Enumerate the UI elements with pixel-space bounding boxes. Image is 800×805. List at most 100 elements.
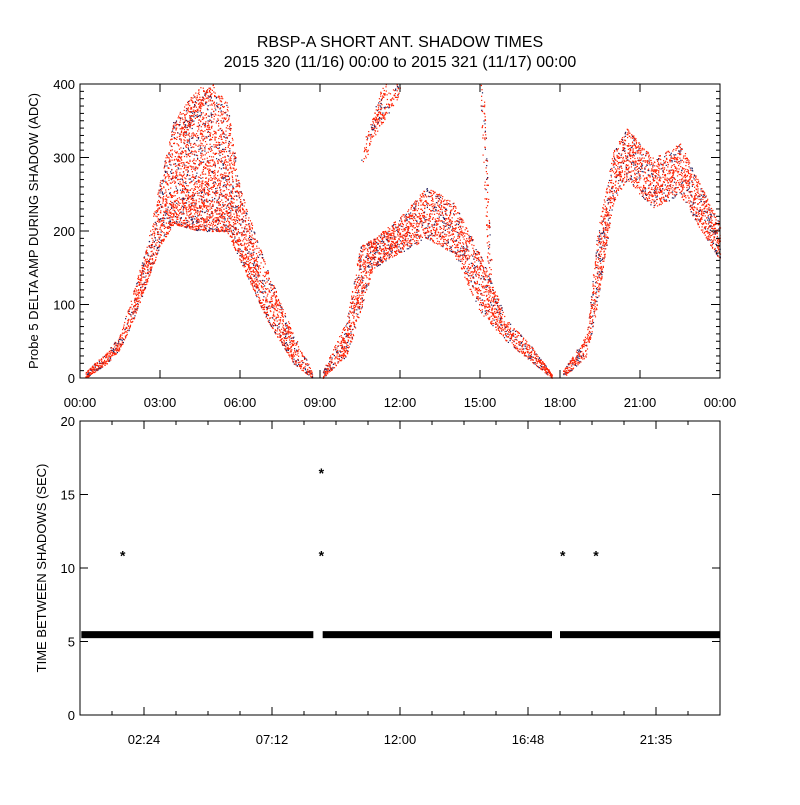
data-point [290, 351, 292, 353]
data-point [204, 148, 206, 150]
data-point [270, 285, 272, 287]
data-point [216, 147, 219, 149]
data-point [115, 348, 117, 350]
data-point [169, 223, 171, 225]
data-point [101, 365, 103, 367]
data-point [228, 224, 230, 226]
data-point [236, 232, 238, 234]
data-point [231, 236, 233, 238]
data-point [343, 353, 345, 355]
data-point [107, 356, 109, 358]
data-point [340, 355, 342, 357]
data-point [201, 130, 203, 132]
data-point [154, 237, 156, 239]
data-point [360, 265, 362, 267]
data-point [219, 201, 221, 203]
data-point [198, 163, 200, 166]
data-point [140, 290, 142, 292]
data-point [305, 363, 307, 365]
data-point [339, 336, 341, 338]
data-point [278, 303, 280, 305]
data-point [192, 167, 194, 169]
data-point [208, 172, 210, 174]
data-point [243, 220, 245, 222]
data-point [171, 134, 173, 136]
data-point [171, 153, 173, 155]
data-point [194, 177, 196, 179]
data-point [246, 249, 248, 251]
data-point [341, 355, 343, 357]
data-point [212, 223, 214, 225]
data-point [119, 338, 121, 341]
data-point [184, 140, 186, 142]
data-point [173, 126, 175, 128]
data-point [229, 207, 231, 209]
data-point [203, 205, 205, 207]
data-point [188, 140, 191, 142]
data-point [141, 293, 143, 295]
data-point [269, 307, 271, 309]
data-point [249, 266, 251, 269]
data-point [169, 160, 171, 162]
data-point [165, 210, 167, 212]
data-point [362, 292, 364, 294]
data-point [159, 236, 161, 238]
data-point [172, 172, 175, 174]
data-point [128, 310, 130, 312]
data-point [142, 267, 144, 269]
data-point [158, 238, 161, 240]
data-point [299, 350, 302, 352]
data-point [346, 346, 348, 348]
data-point [335, 344, 337, 347]
data-point [351, 337, 353, 339]
data-point [193, 207, 195, 209]
data-point [264, 275, 267, 277]
data-point [202, 208, 204, 210]
data-point [124, 328, 126, 330]
data-point [230, 157, 232, 160]
data-point [184, 150, 186, 152]
data-point [200, 206, 202, 208]
data-point [145, 265, 147, 267]
data-point [213, 175, 215, 177]
data-point [137, 307, 139, 309]
data-point [97, 369, 99, 371]
data-point [229, 215, 231, 217]
data-point [201, 225, 203, 228]
data-point [222, 98, 224, 100]
data-point [306, 359, 308, 361]
data-point [185, 208, 187, 210]
data-point [95, 368, 97, 370]
data-point [233, 213, 235, 215]
data-point [166, 209, 168, 211]
data-point [232, 179, 234, 181]
data-point [185, 132, 188, 134]
data-point [161, 206, 163, 208]
data-point [275, 290, 277, 293]
data-point [206, 216, 208, 218]
data-point [378, 252, 381, 254]
data-point [249, 248, 251, 250]
data-point [114, 354, 116, 356]
data-point [337, 362, 339, 364]
data-point [169, 182, 171, 184]
data-point [178, 223, 180, 225]
data-point [151, 250, 153, 252]
data-point [311, 371, 313, 373]
data-point [236, 208, 238, 210]
data-point [338, 361, 340, 363]
data-point [251, 238, 253, 241]
data-point [211, 125, 213, 127]
data-point [368, 274, 371, 276]
data-point [243, 266, 245, 268]
data-point [138, 289, 140, 291]
chart-title: RBSP-A SHORT ANT. SHADOW TIMES [257, 34, 543, 51]
data-point [176, 173, 178, 175]
data-point [170, 216, 172, 218]
data-point [227, 106, 229, 108]
data-point [136, 299, 138, 301]
data-point [245, 212, 248, 214]
data-point [221, 177, 223, 179]
data-point [359, 306, 361, 308]
data-point [238, 185, 241, 187]
